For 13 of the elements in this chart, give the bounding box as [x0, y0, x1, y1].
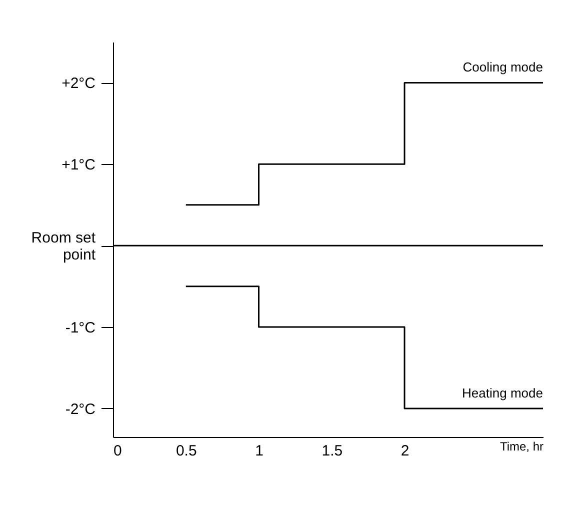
series-label: Heating mode: [462, 385, 543, 400]
y-tick-label: -2°C: [65, 400, 96, 418]
x-tick-label: 0: [114, 442, 122, 460]
y-tick-label: Room set point: [31, 230, 96, 264]
series-label: Cooling mode: [462, 60, 543, 75]
x-tick-label: 1: [255, 442, 264, 460]
x-axis-title: Time, hr: [500, 440, 544, 454]
x-tick-label: 2: [400, 442, 410, 460]
x-tick-label: 1.5: [322, 442, 343, 460]
y-tick-label: -1°C: [65, 320, 96, 337]
y-tick-label: +1°C: [62, 156, 96, 174]
x-tick-label: 0.5: [176, 442, 197, 460]
y-tick-label: +2°C: [62, 75, 96, 92]
